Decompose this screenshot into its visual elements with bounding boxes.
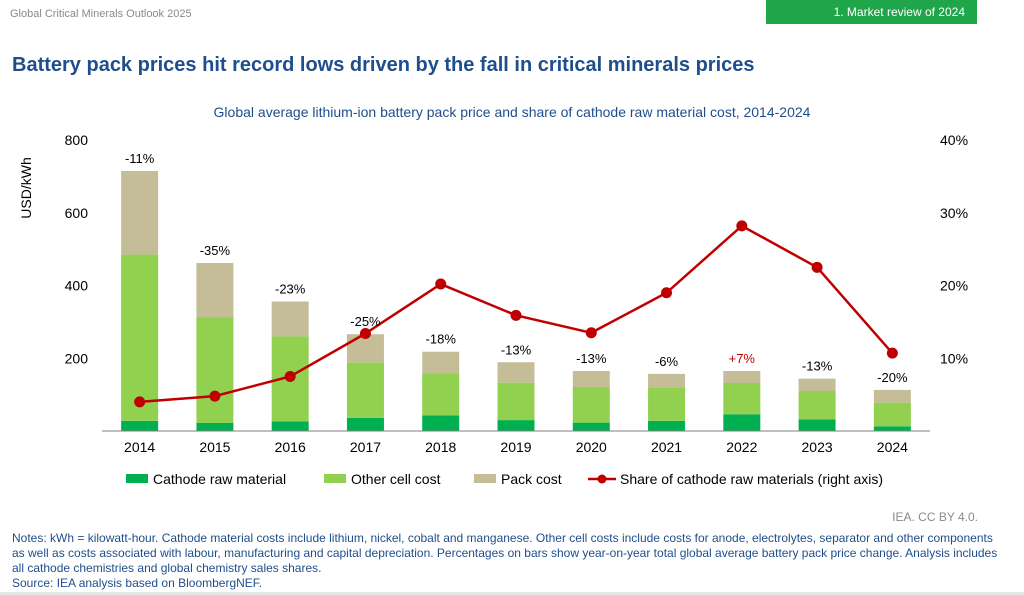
notes: Notes: kWh = kilowatt-hour. Cathode mate… [12, 531, 1002, 591]
x-tick-label: 2017 [350, 439, 381, 455]
share-line-point [209, 390, 221, 402]
x-tick-label: 2020 [576, 439, 607, 455]
y-axis-ticks: 200 400 600 800 [65, 132, 89, 366]
x-tick-label: 2023 [802, 439, 833, 455]
bar-pack-cost [271, 301, 309, 337]
y2-tick-label: 40% [940, 132, 968, 148]
y-tick-label: 400 [65, 278, 89, 294]
bar-change-label: -25% [350, 314, 381, 329]
y-axis-label: USD/kWh [18, 157, 34, 218]
bar-change-label: -11% [125, 151, 155, 166]
bar-pack-cost [121, 170, 159, 255]
section-tag[interactable]: 1. Market review of 2024 [766, 0, 977, 24]
share-line-point [359, 328, 371, 340]
bar-cathode-raw-material [497, 420, 535, 431]
bar-change-label: -6% [655, 354, 679, 369]
y-tick-label: 800 [65, 132, 89, 148]
bar-cathode-raw-material [271, 421, 309, 431]
y2-tick-label: 10% [940, 350, 968, 366]
bar-cathode-raw-material [422, 415, 460, 431]
legend-label: Other cell cost [351, 471, 441, 487]
bar-cathode-raw-material [196, 422, 234, 431]
bar-pack-cost [497, 362, 535, 383]
x-axis-ticks: 2014 2015 2016 2017 2018 2019 2020 2021 2022 2023… [124, 439, 908, 455]
bar-pack-cost [723, 370, 761, 383]
legend-swatch [126, 474, 148, 483]
share-line-point [585, 327, 597, 339]
y2-axis-ticks: 10% 20% 30% 40% [940, 132, 968, 366]
share-line-point [510, 309, 522, 321]
share-line-point [811, 261, 823, 273]
bar-pack-cost [798, 378, 836, 391]
y-tick-label: 200 [65, 350, 89, 366]
bar-other-cell-cost [422, 373, 460, 416]
share-line-point [284, 370, 296, 382]
share-line-point [134, 396, 146, 408]
x-tick-label: 2016 [275, 439, 306, 455]
bar-change-label: -13% [576, 351, 607, 366]
bar-change-label: -23% [275, 282, 306, 297]
notes-text: Notes: kWh = kilowatt-hour. Cathode mate… [12, 531, 998, 575]
legend: Cathode raw material Other cell cost Pack … [126, 471, 883, 487]
bar-change-label: +7% [729, 351, 756, 366]
bar-pack-cost [196, 262, 234, 318]
y2-tick-label: 20% [940, 278, 968, 294]
bar-cathode-raw-material [648, 420, 686, 431]
report-label: Global Critical Minerals Outlook 2025 [10, 8, 192, 20]
bar-change-label: -20% [877, 370, 908, 385]
bar-change-label: -13% [802, 359, 833, 374]
y2-tick-label: 30% [940, 205, 968, 221]
x-tick-label: 2014 [124, 439, 155, 455]
bar-cathode-raw-material [873, 426, 911, 431]
source-text: Source: IEA analysis based on BloombergN… [12, 576, 263, 590]
page-title: Battery pack prices hit record lows driv… [12, 54, 755, 76]
legend-swatch [474, 474, 496, 483]
bar-change-label: -18% [426, 332, 457, 347]
share-line-point [886, 347, 898, 359]
bar-other-cell-cost [648, 387, 686, 421]
bar-cathode-raw-material [798, 419, 836, 431]
x-tick-label: 2024 [877, 439, 908, 455]
y-tick-label: 600 [65, 205, 89, 221]
chart-title: Global average lithium-ion battery pack … [213, 104, 811, 120]
credit: IEA. CC BY 4.0. [892, 510, 978, 524]
bars [121, 170, 911, 431]
bar-cathode-raw-material [121, 420, 159, 431]
bar-other-cell-cost [798, 390, 836, 420]
x-tick-label: 2015 [199, 439, 230, 455]
share-line-point [435, 278, 447, 290]
bar-other-cell-cost [196, 317, 234, 423]
x-tick-label: 2022 [726, 439, 757, 455]
bar-other-cell-cost [346, 362, 384, 418]
x-tick-label: 2021 [651, 439, 682, 455]
bar-other-cell-cost [497, 382, 535, 421]
bar-cathode-raw-material [346, 417, 384, 431]
bar-other-cell-cost [121, 254, 159, 421]
legend-swatch [324, 474, 346, 483]
bar-pack-cost [422, 351, 460, 374]
bar-pack-cost [648, 373, 686, 388]
legend-label: Pack cost [501, 471, 562, 487]
x-tick-label: 2018 [425, 439, 456, 455]
legend-label: Cathode raw material [153, 471, 286, 487]
bar-other-cell-cost [873, 402, 911, 427]
bar-other-cell-cost [723, 382, 761, 415]
bottom-rule [0, 592, 1024, 595]
x-tick-label: 2019 [500, 439, 531, 455]
bar-cathode-raw-material [572, 422, 610, 431]
bar-other-cell-cost [572, 386, 610, 423]
bar-change-label: -13% [501, 342, 532, 357]
bar-pack-cost [873, 389, 911, 403]
legend-line-marker [597, 474, 607, 484]
bar-change-label: -35% [200, 243, 231, 258]
bar-cathode-raw-material [723, 414, 761, 431]
share-line-point [736, 220, 748, 232]
bar-labels: -11% -35% -23% -25% -18% -13% -13% -6% +7% -13% -2… [125, 151, 908, 385]
legend-label: Share of cathode raw materials (right ax… [620, 471, 883, 487]
share-line-point [661, 287, 673, 299]
bar-pack-cost [572, 370, 610, 387]
share-line [134, 220, 898, 408]
